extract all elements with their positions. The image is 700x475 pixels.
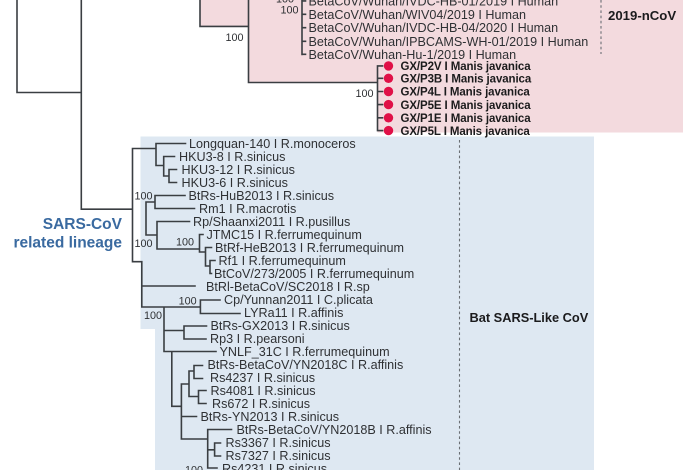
svg-text:Rs672 I R.sinicus: Rs672 I R.sinicus [212,397,310,411]
svg-text:BtRs-GX2013 I R.sinicus: BtRs-GX2013 I R.sinicus [211,319,350,333]
svg-text:100: 100 [280,5,298,17]
svg-text:100: 100 [144,310,162,322]
svg-text:Rp3 I R.pearsoni: Rp3 I R.pearsoni [210,332,305,346]
svg-text:100: 100 [185,464,203,470]
svg-text:BtRs-HuB2013 I R.sinicus: BtRs-HuB2013 I R.sinicus [189,189,335,203]
svg-text:BtCoV/273/2005 I R.ferrumequin: BtCoV/273/2005 I R.ferrumequinum [214,267,414,281]
svg-text:Rs7327 I R.sinicus: Rs7327 I R.sinicus [226,449,331,463]
svg-text:SARS-CoV: SARS-CoV [43,216,123,233]
svg-text:Rm1 I R.macrotis: Rm1 I R.macrotis [199,202,296,216]
svg-text:100: 100 [355,88,373,100]
svg-text:Bat SARS-Like CoV: Bat SARS-Like CoV [470,310,589,325]
svg-text:100: 100 [225,32,243,44]
svg-text:Longquan-140 I R.monoceros: Longquan-140 I R.monoceros [189,137,356,151]
svg-text:100: 100 [176,236,194,248]
svg-text:100: 100 [134,191,152,203]
svg-text:Cp/Yunnan2011 I C.plicata: Cp/Yunnan2011 I C.plicata [224,293,373,307]
svg-text:BetaCoV/Wuhan/IVDC-HB-01/2019: BetaCoV/Wuhan/IVDC-HB-01/2019 I Human [309,0,559,8]
svg-text:related lineage: related lineage [13,235,122,252]
svg-text:GX/P4L I Manis javanica: GX/P4L I Manis javanica [401,87,531,99]
svg-text:GX/P5L I Manis javanica: GX/P5L I Manis javanica [401,126,531,138]
svg-text:HKU3-8 I R.sinicus: HKU3-8 I R.sinicus [179,150,285,164]
svg-text:Rf1 I R.ferrumequinum: Rf1 I R.ferrumequinum [219,254,346,268]
svg-text:Rs4237 I R.sinicus: Rs4237 I R.sinicus [210,371,315,385]
svg-text:BtRs-BetaCoV/YN2018B I R.affin: BtRs-BetaCoV/YN2018B I R.affinis [237,423,432,437]
svg-text:BetaCoV/Wuhan/IPBCAMS-WH-01/20: BetaCoV/Wuhan/IPBCAMS-WH-01/2019 I Human [309,35,589,49]
svg-text:Rs4081 I R.sinicus: Rs4081 I R.sinicus [211,384,316,398]
svg-text:GX/P5E I Manis javanica: GX/P5E I Manis javanica [401,100,532,112]
svg-text:BtRl-BetaCoV/SC2018 I R.sp: BtRl-BetaCoV/SC2018 I R.sp [206,280,370,294]
svg-text:JTMC15 I R.ferrumequinum: JTMC15 I R.ferrumequinum [207,228,362,242]
svg-text:100: 100 [179,296,197,308]
svg-text:100: 100 [276,0,294,5]
svg-text:HKU3-6 I R.sinicus: HKU3-6 I R.sinicus [182,176,288,190]
svg-text:BetaCoV/Wuhan-Hu-1/2019 I Huma: BetaCoV/Wuhan-Hu-1/2019 I Human [309,48,517,62]
svg-text:100: 100 [134,238,152,250]
svg-text:2019-nCoV: 2019-nCoV [608,8,676,23]
svg-text:YNLF_31C I R.ferrumequinum: YNLF_31C I R.ferrumequinum [220,345,390,359]
svg-text:BtRs-BetaCoV/YN2018C I R.affin: BtRs-BetaCoV/YN2018C I R.affinis [208,358,404,372]
svg-text:Rs3367 I R.sinicus: Rs3367 I R.sinicus [226,436,331,450]
svg-text:GX/P2V I Manis javanica: GX/P2V I Manis javanica [401,61,532,73]
svg-text:Rs4231 I R.sinicus: Rs4231 I R.sinicus [222,462,327,470]
svg-text:GX/P3B I Manis javanica: GX/P3B I Manis javanica [401,74,532,86]
svg-text:Rp/Shaanxi2011 I R.pusillus: Rp/Shaanxi2011 I R.pusillus [193,215,350,229]
svg-text:BetaCoV/Wuhan/WIV04/2019 I Hum: BetaCoV/Wuhan/WIV04/2019 I Human [309,8,526,22]
svg-text:GX/P1E I Manis javanica: GX/P1E I Manis javanica [401,113,532,125]
svg-text:LYRa11 I R.affinis: LYRa11 I R.affinis [244,306,343,320]
svg-text:BtRs-YN2013 I R.sinicus: BtRs-YN2013 I R.sinicus [201,410,340,424]
svg-text:HKU3-12 I R.sinicus: HKU3-12 I R.sinicus [182,163,295,177]
svg-text:BtRf-HeB2013 I R.ferrumequinum: BtRf-HeB2013 I R.ferrumequinum [215,241,404,255]
svg-text:BetaCoV/Wuhan/IVDC-HB-04/2020: BetaCoV/Wuhan/IVDC-HB-04/2020 I Human [309,21,559,35]
